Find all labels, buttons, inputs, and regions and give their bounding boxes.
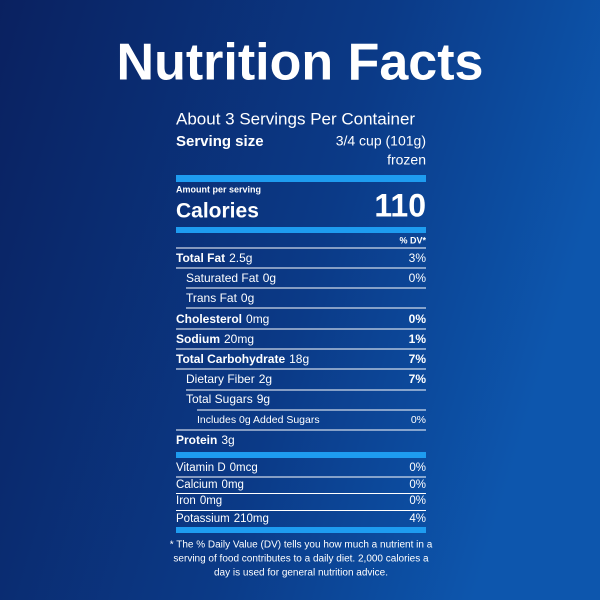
nutrient-amount: 210mg — [234, 513, 269, 525]
nutrient-name: Iron — [176, 495, 196, 507]
daily-value: 0% — [409, 271, 427, 285]
nutrient-amount: 2g — [259, 372, 272, 386]
nutrient-name: Cholesterol — [176, 312, 242, 326]
dv-header: % DV* — [399, 235, 426, 245]
nutrient-name: Total Fat — [176, 251, 225, 265]
daily-value: 0% — [409, 479, 426, 491]
nutrient-name: Calcium — [176, 479, 218, 491]
nutrient-line: Total Fat 2.5g — [176, 251, 252, 265]
nutrient-line: Sodium 20mg — [176, 332, 254, 346]
daily-value: 1% — [409, 332, 427, 346]
thick-rule — [176, 452, 426, 458]
thick-rule — [176, 175, 426, 182]
serving-size-label: Serving size — [176, 133, 264, 150]
nutrient-line: Cholesterol 0mg — [176, 312, 269, 326]
footnote: serving of food contributes to a daily d… — [173, 554, 429, 565]
nutrient-amount: 0mg — [222, 479, 244, 491]
nutrient-name: Total Sugars — [186, 392, 253, 406]
nutrient-name: Protein — [176, 433, 217, 447]
nutrient-line: Calcium 0mg — [176, 479, 244, 491]
nutrient-line: Protein 3g — [176, 433, 235, 447]
nutrient-amount: 3g — [221, 433, 234, 447]
calories-label: Calories — [176, 200, 259, 223]
daily-value: 0% — [411, 414, 426, 426]
nutrient-name: Trans Fat — [186, 291, 238, 305]
nutrient-name: Sodium — [176, 332, 220, 346]
nutrient-amount: 18g — [289, 352, 309, 366]
nutrient-line: Trans Fat 0g — [186, 291, 254, 305]
nutrient-name: Potassium — [176, 513, 230, 525]
nutrient-amount: 0mcg — [230, 462, 258, 474]
nutrient-amount: 20mg — [224, 332, 254, 346]
nutrient-amount: 0g — [263, 271, 276, 285]
nutrient-name: Vitamin D — [176, 462, 226, 474]
calories-value: 110 — [374, 187, 426, 223]
nutrient-amount: 0mg — [246, 312, 269, 326]
thick-rule — [176, 527, 426, 533]
nutrient-line: Includes 0g Added Sugars — [197, 414, 320, 426]
daily-value: 7% — [409, 372, 427, 386]
daily-value: 3% — [409, 251, 427, 265]
daily-value: 0% — [409, 462, 426, 474]
daily-value: 0% — [409, 312, 427, 326]
servings: About 3 Servings Per Container — [176, 109, 415, 128]
nutrient-line: Iron 0mg — [176, 495, 222, 507]
nutrient-amount: 0mg — [200, 495, 222, 507]
nutrient-name: Includes 0g Added Sugars — [197, 414, 320, 426]
thick-rule — [176, 227, 426, 233]
nutrient-name: Dietary Fiber — [186, 372, 255, 386]
nutrient-line: Potassium 210mg — [176, 513, 269, 525]
daily-value: 4% — [409, 513, 426, 525]
title: Nutrition Facts — [117, 34, 484, 92]
nutrient-amount: 0g — [241, 291, 254, 305]
amount-per-serving: Amount per serving — [176, 184, 261, 194]
daily-value: 7% — [409, 352, 427, 366]
serving-size-amount: 3/4 cup (101g) — [336, 133, 426, 149]
footnote: day is used for general nutrition advice… — [214, 568, 388, 579]
nutrient-name: Saturated Fat — [186, 271, 259, 285]
nutrient-amount: 2.5g — [229, 251, 252, 265]
nutrient-line: Vitamin D 0mcg — [176, 462, 258, 474]
daily-value: 0% — [409, 495, 426, 507]
nutrient-line: Saturated Fat 0g — [186, 271, 276, 285]
serving-size-note: frozen — [387, 152, 426, 168]
nutrient-line: Total Carbohydrate 18g — [176, 352, 309, 366]
footnote: * The % Daily Value (DV) tells you how m… — [170, 540, 433, 551]
nutrient-line: Total Sugars 9g — [186, 392, 270, 406]
nutrient-amount: 9g — [257, 392, 270, 406]
nutrient-line: Dietary Fiber 2g — [186, 372, 272, 386]
rows: Total Fat 2.5g 3% Saturated Fat 0g 0% Trans Fa… — [170, 251, 433, 578]
nutrient-name: Total Carbohydrate — [176, 352, 285, 366]
